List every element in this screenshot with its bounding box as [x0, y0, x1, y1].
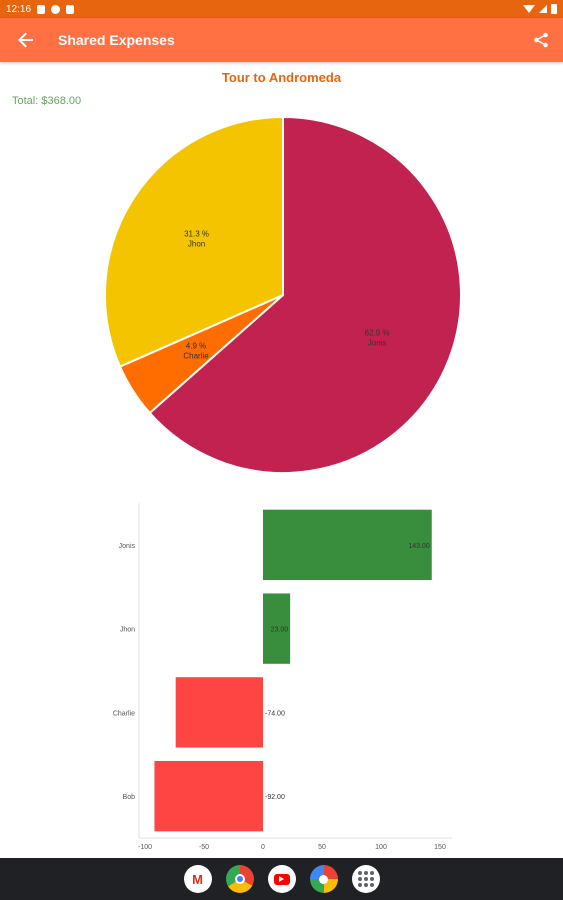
share-button[interactable]	[519, 18, 563, 62]
pie-slice-percent-label: 31.3 %	[184, 230, 209, 239]
x-tick-label: 100	[375, 844, 387, 851]
notification-icon	[51, 4, 61, 14]
pie-slice-jhon[interactable]	[104, 115, 284, 368]
pie-slice-percent-label: 62.9 %	[365, 328, 390, 337]
pie-slice-percent-label: 4.9 %	[186, 342, 206, 351]
bar-category-label: Bob	[123, 794, 136, 801]
bar-category-label: Jhon	[120, 627, 135, 634]
bar-jonis[interactable]	[263, 509, 432, 581]
x-tick-label: 150	[434, 844, 446, 851]
all-apps-icon[interactable]	[351, 865, 380, 893]
youtube-icon[interactable]	[267, 865, 296, 893]
pie-slice-jonis[interactable]	[148, 115, 462, 474]
chrome-icon[interactable]	[225, 865, 254, 893]
photos-icon[interactable]	[309, 865, 338, 893]
battery-icon	[551, 4, 557, 14]
pie-chart: 62.9 %Jonis 4.9 %Charlie 31.3 %Jhon	[104, 115, 462, 474]
chart-title: Tour to Andromeda	[221, 70, 342, 85]
pie-slice-name-label: Jhon	[188, 240, 205, 249]
total-amount: Total: $368.00	[12, 95, 82, 107]
status-bar: 12:16	[0, 0, 563, 18]
page-title: Shared Expenses	[58, 32, 175, 48]
x-tick-label: 0	[261, 844, 265, 851]
navigation-bar: M	[0, 858, 563, 900]
bar-value-label: -92.00	[265, 794, 285, 801]
bar-bob[interactable]	[154, 760, 263, 832]
bar-value-label: 23.00	[271, 627, 289, 634]
pie-slice-name-label: Jonis	[368, 338, 387, 347]
balance-bar-chart: Jonis 143.00 Jhon 23.00 Charlie -74.00 Bob -92.…	[113, 503, 452, 851]
bar-category-label: Jonis	[119, 543, 136, 550]
share-icon	[534, 32, 548, 48]
signal-icon	[539, 5, 547, 13]
gmail-icon[interactable]: M	[183, 865, 212, 893]
arrow-left-icon	[18, 32, 33, 48]
bar-value-label: 143.00	[408, 543, 430, 550]
wifi-icon	[523, 5, 535, 13]
x-tick-label: 50	[318, 844, 326, 851]
x-tick-label: -100	[138, 844, 152, 851]
bar-jhon[interactable]	[263, 593, 291, 664]
bar-category-label: Charlie	[113, 710, 135, 717]
sim-icon	[66, 4, 75, 14]
bar-charlie[interactable]	[175, 677, 263, 748]
pie-slice-name-label: Charlie	[183, 352, 209, 361]
notification-icon	[37, 4, 46, 14]
status-time: 12:16	[6, 3, 32, 15]
app-bar: Shared Expenses	[0, 18, 563, 62]
x-tick-label: -50	[199, 844, 209, 851]
back-button[interactable]	[0, 18, 52, 62]
bar-value-label: -74.00	[265, 710, 285, 717]
